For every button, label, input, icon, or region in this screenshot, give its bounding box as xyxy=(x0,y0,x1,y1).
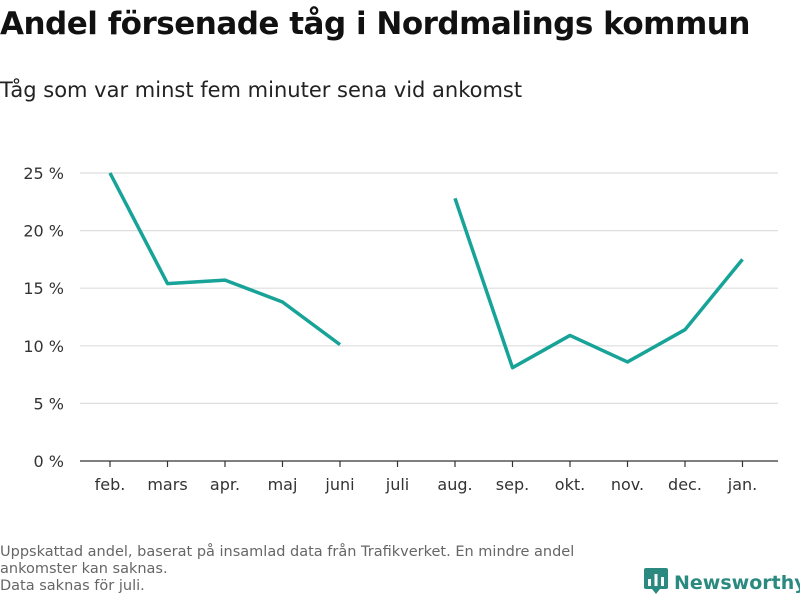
chart-title: Andel försenade tåg i Nordmalings kommun xyxy=(0,6,750,42)
data-point xyxy=(626,360,630,364)
footnote: Uppskattad andel, baserat på insamlad da… xyxy=(0,544,640,595)
series-line-segment xyxy=(108,172,342,347)
y-tick-label: 10 % xyxy=(23,337,64,356)
brand-logo[interactable]: Newsworthy xyxy=(644,568,800,598)
footnote-line-2: ankomster kan saknas. xyxy=(0,561,168,577)
y-tick-label: 0 % xyxy=(34,452,64,471)
y-tick-label: 15 % xyxy=(23,279,64,298)
x-tick-label: sep. xyxy=(496,475,529,494)
footnote-line-3: Data saknas för juli. xyxy=(0,578,145,594)
x-tick-label: okt. xyxy=(555,475,585,494)
data-point xyxy=(281,300,285,304)
x-tick-label: jan. xyxy=(727,475,757,494)
x-tick-label: feb. xyxy=(95,475,126,494)
x-tick-label: aug. xyxy=(437,475,472,494)
data-point xyxy=(511,366,515,370)
data-point xyxy=(338,343,342,347)
x-tick-label: dec. xyxy=(668,475,702,494)
footnote-line-1: Uppskattad andel, baserat på insamlad da… xyxy=(0,544,575,560)
x-tick-label: nov. xyxy=(611,475,644,494)
brand-name: Newsworthy xyxy=(674,572,800,594)
series-line-segment xyxy=(453,197,744,370)
data-point xyxy=(108,171,112,175)
newsworthy-logo-icon xyxy=(644,568,668,598)
data-point xyxy=(223,278,227,282)
y-tick-label: 20 % xyxy=(23,222,64,241)
data-point xyxy=(166,282,170,286)
y-tick-label: 25 % xyxy=(23,164,64,183)
y-tick-label: 5 % xyxy=(34,394,64,413)
chart-subtitle: Tåg som var minst fem minuter sena vid a… xyxy=(0,78,523,102)
data-point xyxy=(683,328,687,332)
x-tick-label: mars xyxy=(147,475,187,494)
data-point xyxy=(741,257,745,261)
x-tick-label: maj xyxy=(268,475,298,494)
x-tick-label: juni xyxy=(324,475,354,494)
x-tick-label: juli xyxy=(385,475,409,494)
data-point xyxy=(453,196,457,200)
x-tick-label: apr. xyxy=(210,475,240,494)
data-point xyxy=(568,333,572,337)
